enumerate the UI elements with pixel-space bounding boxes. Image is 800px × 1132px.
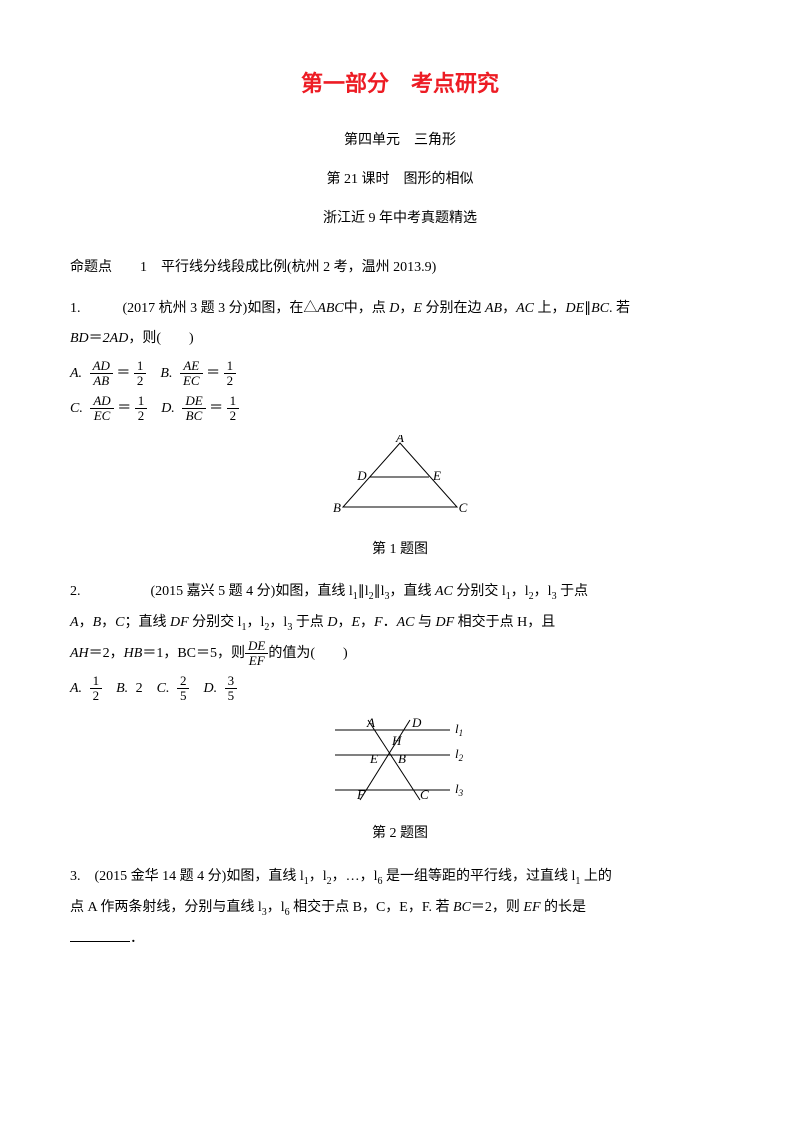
q2-options: A. 12 B. 2 C. 25 D. 35 [70, 674, 730, 705]
q2-opt-a: A. [70, 681, 82, 696]
question-1: 1. (2017 杭州 3 题 3 分)如图，在△ABC中，点 D，E 分别在边… [70, 294, 730, 325]
svg-text:F: F [356, 787, 366, 802]
svg-text:l1: l1 [455, 721, 463, 738]
svg-text:A: A [395, 435, 404, 445]
unit-title: 第四单元 三角形 [70, 126, 730, 157]
q2-opt-b: B. [116, 681, 128, 696]
q2-opt-d: D. [203, 681, 217, 696]
svg-text:H: H [391, 733, 402, 748]
svg-text:l2: l2 [455, 746, 464, 763]
svg-text:E: E [432, 468, 441, 483]
q1-fig-caption: 第 1 题图 [70, 535, 730, 566]
q2-fig-caption: 第 2 题图 [70, 819, 730, 850]
q2-line3: AH＝2，HB＝1，BC＝5，则DEEF的值为( ) [70, 639, 730, 670]
svg-text:D: D [411, 715, 422, 730]
q3-line2: 点 A 作两条射线，分别与直线 l3，l6 相交于点 B，C，E，F. 若 BC… [70, 893, 730, 924]
q2-line2: A，B，C；直线 DF 分别交 l1，l2，l3 于点 D，E，F．AC 与 D… [70, 608, 730, 639]
q1-opt-d: D. [161, 401, 175, 416]
svg-text:E: E [369, 751, 378, 766]
q1-text: 1. (2017 杭州 3 题 3 分)如图，在△ABC中，点 D，E 分别在边… [70, 301, 630, 316]
question-3: 3. (2015 金华 14 题 4 分)如图，直线 l1，l2，…，l6 是一… [70, 862, 730, 893]
q1-opt-a: A. [70, 366, 82, 381]
main-title: 第一部分 考点研究 [70, 60, 730, 108]
q2-opt-c: C. [157, 681, 170, 696]
q1-opt-c: C. [70, 401, 83, 416]
svg-text:B: B [333, 500, 341, 515]
subtitle: 浙江近 9 年中考真题精选 [70, 204, 730, 235]
q1-options: A. ADAB ＝ 12 B. AEEC ＝ 12 C. ADEC ＝ 12 D… [70, 359, 730, 425]
q1-opt-b: B. [160, 366, 172, 381]
q1-line2: BD＝2AD，则( ) [70, 324, 730, 355]
question-2: 2. (2015 嘉兴 5 题 4 分)如图，直线 l1∥l2∥l3，直线 AC… [70, 577, 730, 608]
svg-text:B: B [398, 751, 406, 766]
topic-1: 命题点 1 平行线分线段成比例(杭州 2 考，温州 2013.9) [70, 253, 730, 284]
svg-text:A: A [366, 715, 375, 730]
svg-text:D: D [356, 468, 367, 483]
q2-figure: A D H E B F C l1 l2 l3 [70, 715, 730, 818]
lesson-title: 第 21 课时 图形的相似 [70, 165, 730, 196]
svg-text:C: C [420, 787, 429, 802]
svg-text:C: C [459, 500, 468, 515]
q3-blank: ． [70, 924, 730, 955]
q1-figure: A B C D E [70, 435, 730, 533]
svg-text:l3: l3 [455, 781, 464, 798]
